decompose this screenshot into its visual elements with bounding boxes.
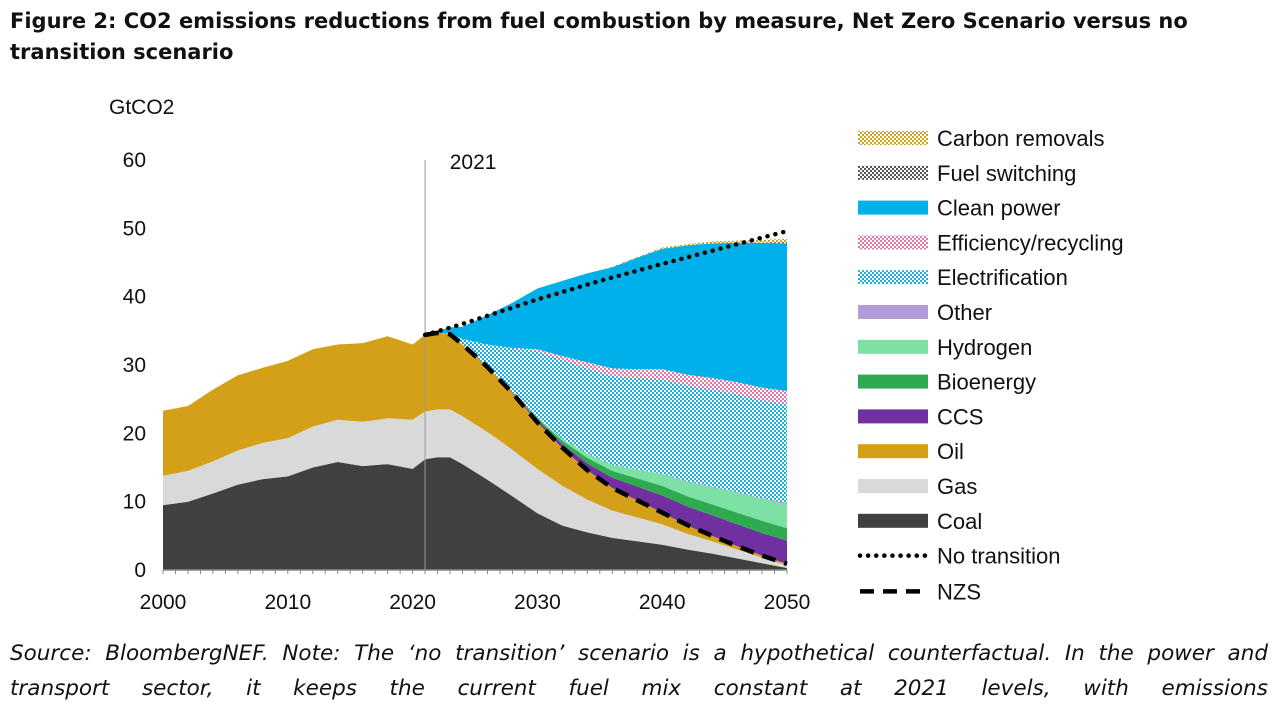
legend-item-efficiency-recycling: Efficiency/recycling — [858, 230, 1124, 255]
y-tick-label: 0 — [134, 559, 146, 582]
legend-item-carbon-removals: Carbon removals — [858, 126, 1105, 151]
legend-label: Bioenergy — [937, 370, 1036, 395]
source-note: Source: BloombergNEF. Note: The ‘no tran… — [10, 641, 1268, 701]
legend-swatch — [858, 270, 928, 285]
legend-item-fuel-switching: Fuel switching — [858, 161, 1076, 186]
figure-title: Figure 2: CO2 emissions reductions from … — [10, 9, 1188, 64]
legend-label: Coal — [937, 509, 982, 534]
legend-item-bioenergy: Bioenergy — [858, 370, 1036, 395]
y-tick-label: 50 — [123, 217, 146, 240]
legend-swatch — [858, 409, 928, 424]
legend-label: CCS — [937, 404, 983, 429]
line-nzs — [424, 330, 788, 567]
legend-label: Hydrogen — [937, 335, 1032, 360]
legend-label: Clean power — [937, 196, 1061, 221]
x-tick-label: 2000 — [140, 591, 187, 614]
area-coal — [163, 457, 787, 570]
area-gas — [163, 409, 787, 568]
y-tick-label: 30 — [123, 354, 146, 377]
legend-item-hydrogen: Hydrogen — [858, 335, 1032, 360]
chart: 2000 2010 2020 2030 2040 20500102030405060GtC… — [109, 96, 1124, 614]
legend-item-nzs: NZS — [860, 579, 981, 604]
legend-swatch — [858, 339, 928, 354]
legend-swatch — [858, 131, 928, 145]
legend-item-gas: Gas — [858, 474, 977, 499]
legend-item-clean-power: Clean power — [858, 196, 1061, 221]
y-tick-label: 40 — [123, 286, 146, 309]
y-tick-label: 10 — [123, 491, 146, 514]
y-tick-label: 20 — [123, 422, 146, 445]
legend-item-other: Other — [858, 300, 992, 325]
legend-swatch — [858, 444, 928, 459]
area-clean-power — [163, 242, 787, 411]
legend-label: Oil — [937, 439, 964, 464]
x-tick-label: 2010 — [264, 591, 311, 614]
legend-label: Electrification — [937, 265, 1068, 290]
x-tick-label: 2050 — [764, 591, 811, 614]
y-tick-label: 60 — [123, 149, 146, 172]
area-efficiency-recycling — [163, 332, 787, 411]
line-no-transition — [422, 228, 790, 338]
year-marker-label: 2021 — [450, 151, 497, 174]
legend-swatch — [858, 165, 928, 180]
legend-swatch — [858, 479, 928, 493]
legend-swatch — [858, 374, 928, 389]
legend-label: Carbon removals — [937, 126, 1105, 151]
legend-label: No transition — [937, 544, 1061, 569]
legend-item-oil: Oil — [858, 439, 964, 464]
legend-item-ccs: CCS — [858, 404, 983, 429]
legend-label: Other — [937, 300, 992, 325]
legend-swatch — [858, 235, 928, 250]
area-oil — [163, 332, 787, 566]
legend-label: Fuel switching — [937, 161, 1076, 186]
legend-swatch — [858, 513, 928, 528]
legend-item-coal: Coal — [858, 509, 982, 534]
legend-label: NZS — [937, 579, 981, 604]
legend-swatch — [858, 305, 928, 319]
legend-item-no-transition: No transition — [857, 544, 1061, 569]
x-tick-label: 2040 — [639, 591, 686, 614]
legend-label: Gas — [937, 474, 977, 499]
legend-item-electrification: Electrification — [858, 265, 1068, 290]
x-tick-label: 2030 — [514, 591, 561, 614]
legend-label: Efficiency/recycling — [937, 230, 1124, 255]
x-tick-label: 2020 — [389, 591, 436, 614]
y-axis-label: GtCO2 — [109, 96, 174, 119]
legend-swatch — [858, 200, 928, 215]
area-electrification — [163, 332, 787, 503]
